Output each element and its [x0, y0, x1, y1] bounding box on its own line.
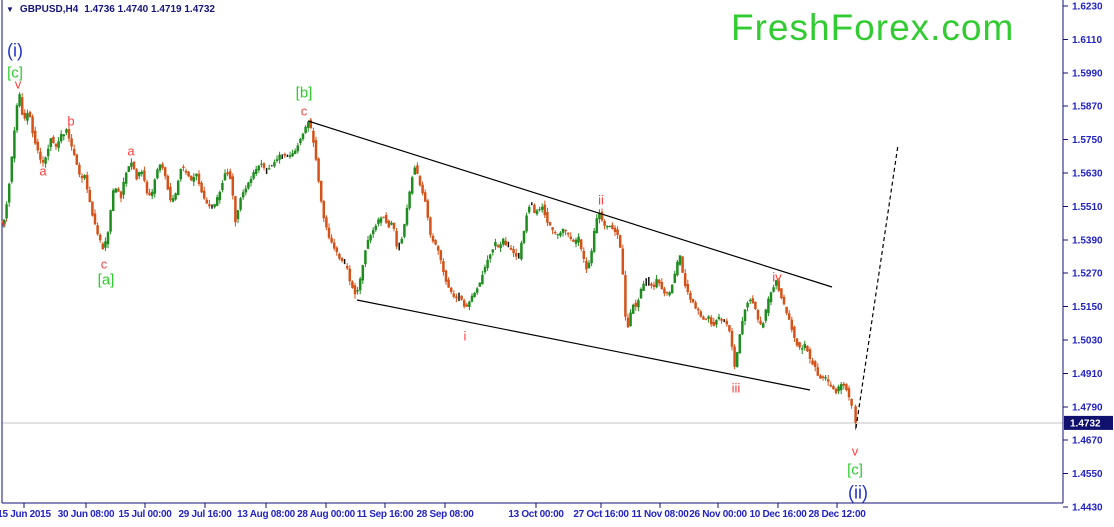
y-axis-tick-label: 1.4430: [1072, 502, 1103, 513]
x-axis-tick-label: 13 Aug 08:00: [237, 509, 295, 520]
wave-label[interactable]: i: [464, 329, 467, 344]
up-candle-bodies: [2, 94, 843, 392]
doji-candles: [211, 154, 725, 323]
up-candle-wicks: [3, 92, 842, 395]
chart-header: ▼ GBPUSD,H4 1.4736 1.4740 1.4719 1.4732: [6, 4, 215, 15]
y-axis-tick-label: 1.6230: [1072, 2, 1103, 13]
x-axis-tick-label: 11 Nov 08:00: [632, 509, 690, 520]
upper-channel-trendline[interactable]: [307, 120, 833, 288]
y-axis-tick-label: 1.4550: [1072, 469, 1103, 480]
x-axis-tick-label: 28 Dec 12:00: [808, 509, 866, 520]
y-axis-tick-label: 1.5990: [1072, 68, 1103, 79]
wave-label[interactable]: iv: [772, 270, 782, 285]
y-axis-tick-label: 1.5270: [1072, 269, 1103, 280]
y-axis-tick-label: 1.4670: [1072, 436, 1103, 447]
wave-label[interactable]: c: [101, 257, 108, 272]
wave-label[interactable]: [a]: [98, 271, 115, 288]
wave-label[interactable]: (ii): [848, 482, 868, 502]
wave-label[interactable]: iii: [732, 381, 741, 396]
x-axis-tick-label: 30 Jun 08:00: [58, 509, 115, 520]
y-axis-tick-label: 1.6110: [1072, 35, 1102, 46]
broker-watermark: FreshForex.com: [731, 7, 1015, 48]
wave-label[interactable]: b: [67, 114, 74, 129]
x-axis-tick-label: 10 Dec 16:00: [749, 509, 807, 520]
ohlc-values: 1.4736 1.4740 1.4719 1.4732: [84, 4, 215, 15]
x-axis-tick-label: 28 Aug 00:00: [297, 509, 355, 520]
wave-label[interactable]: v: [852, 444, 859, 459]
x-axis-tick-label: 13 Oct 00:00: [508, 509, 564, 520]
down-candle-bodies: [20, 97, 857, 423]
y-axis-tick-label: 1.5030: [1072, 335, 1103, 346]
x-axis-tick-label: 26 Nov 00:00: [689, 509, 747, 520]
forecast-dashed-line[interactable]: [855, 144, 899, 429]
current-price-tag-label: 1.4732: [1070, 418, 1101, 429]
wave-label[interactable]: [c]: [847, 461, 863, 478]
y-axis-tick-label: 1.5870: [1072, 102, 1103, 113]
y-axis-tick-label: 1.5750: [1072, 135, 1103, 146]
down-candle-wicks: [21, 93, 857, 431]
x-axis-tick-label: 29 Jul 16:00: [178, 509, 232, 520]
current-price-tag: [1064, 415, 1113, 430]
wave-label[interactable]: [b]: [296, 84, 313, 101]
collapse-triangle-icon[interactable]: ▼: [6, 4, 14, 14]
y-axis-tick-label: 1.5510: [1072, 202, 1103, 213]
wave-label[interactable]: (i): [7, 40, 23, 60]
wave-label[interactable]: v: [15, 77, 22, 92]
y-axis-tick-label: 1.5150: [1072, 302, 1103, 313]
wave-label[interactable]: v: [1, 215, 8, 230]
x-axis-tick-label: 27 Oct 16:00: [573, 509, 629, 520]
y-axis-tick-label: 1.4910: [1072, 369, 1103, 380]
x-axis-tick-label: 11 Sep 16:00: [357, 509, 414, 520]
wave-label[interactable]: ii: [598, 193, 604, 208]
lower-channel-trendline[interactable]: [356, 299, 811, 391]
wave-label[interactable]: c: [301, 104, 308, 119]
x-axis-tick-label: 15 Jul 00:00: [118, 509, 172, 520]
wave-label[interactable]: a: [39, 164, 47, 179]
y-axis-tick-label: 1.5630: [1072, 168, 1103, 179]
y-axis-tick-label: 1.4790: [1072, 402, 1103, 413]
x-axis-tick-label: 28 Sep 08:00: [417, 509, 475, 520]
y-axis-tick-label: 1.5390: [1072, 235, 1103, 246]
symbol-timeframe-label: GBPUSD,H4: [19, 4, 79, 15]
wave-label[interactable]: a: [127, 144, 135, 159]
x-axis-tick-label: 15 Jun 2015: [0, 509, 51, 520]
wave-label[interactable]: [c]: [7, 64, 23, 81]
